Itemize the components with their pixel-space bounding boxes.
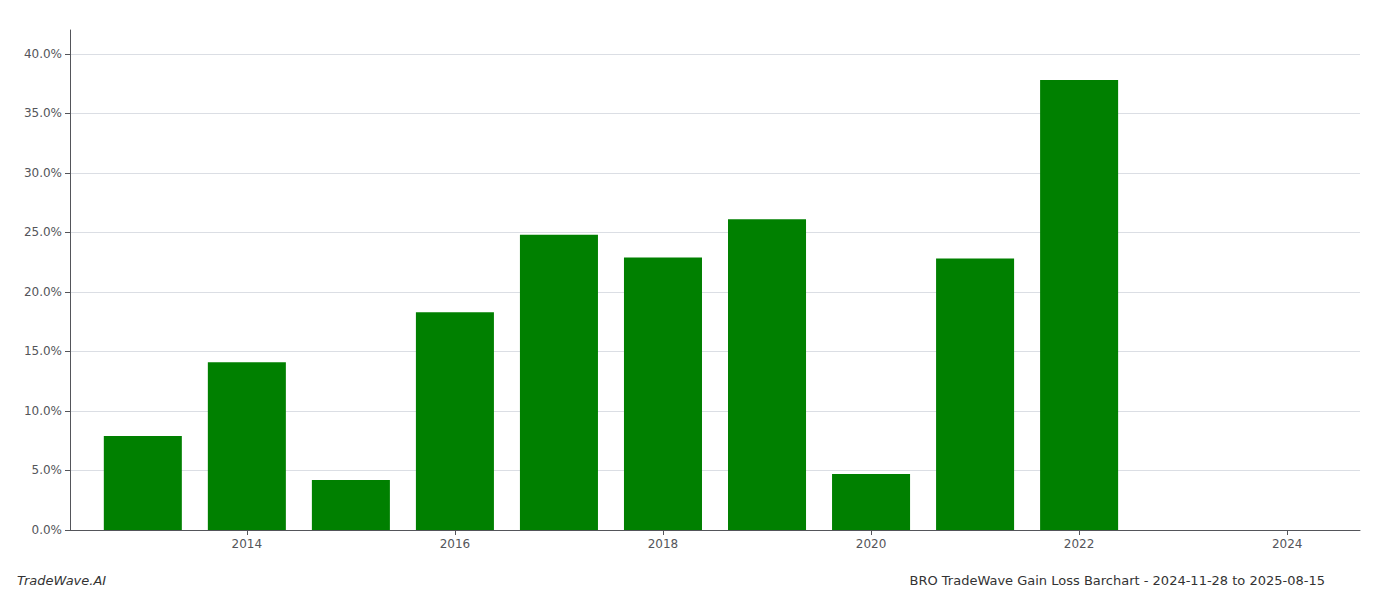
svg-text:35.0%: 35.0% — [24, 106, 62, 120]
svg-text:10.0%: 10.0% — [24, 404, 62, 418]
svg-text:20.0%: 20.0% — [24, 285, 62, 299]
svg-text:2014: 2014 — [232, 537, 263, 551]
svg-text:2018: 2018 — [648, 537, 679, 551]
svg-text:2016: 2016 — [440, 537, 471, 551]
svg-text:BRO TradeWave Gain Loss Barcha: BRO TradeWave Gain Loss Barchart - 2024-… — [910, 573, 1325, 588]
svg-text:0.0%: 0.0% — [32, 523, 63, 537]
svg-text:25.0%: 25.0% — [24, 225, 62, 239]
svg-text:40.0%: 40.0% — [24, 47, 62, 61]
svg-text:2020: 2020 — [856, 537, 887, 551]
svg-text:2024: 2024 — [1272, 537, 1303, 551]
svg-text:2022: 2022 — [1064, 537, 1095, 551]
svg-text:TradeWave.AI: TradeWave.AI — [17, 573, 106, 588]
svg-text:5.0%: 5.0% — [32, 463, 63, 477]
svg-text:15.0%: 15.0% — [24, 344, 62, 358]
svg-text:30.0%: 30.0% — [24, 166, 62, 180]
